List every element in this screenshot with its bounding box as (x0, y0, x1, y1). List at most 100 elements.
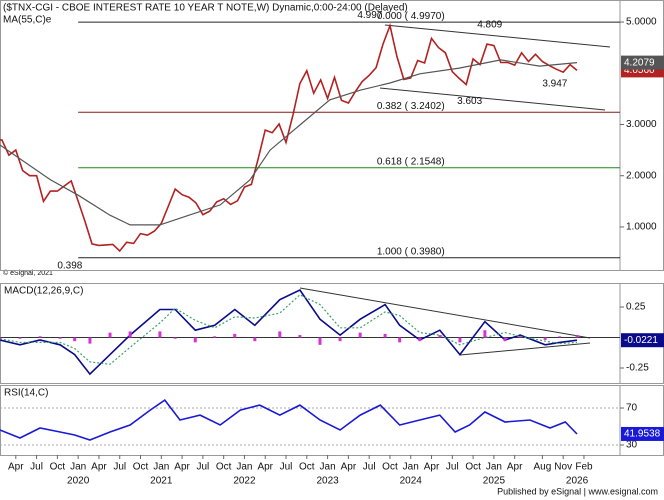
histogram-bar (483, 330, 487, 338)
x-tick-label: Oct (133, 462, 149, 473)
x-tick-label: Aug (533, 462, 551, 473)
x-tick-label: Apr (91, 462, 107, 473)
y-tick-label: 70 (626, 403, 638, 414)
x-tick-label: Apr (174, 462, 190, 473)
year-label: 2022 (233, 476, 256, 487)
x-tick-label: Oct (465, 462, 481, 473)
last-value-label: 41.9538 (624, 429, 661, 440)
year-label: 2026 (566, 476, 589, 487)
histogram-bar (233, 333, 237, 338)
histogram-bar (173, 337, 177, 339)
histogram-bar (158, 331, 162, 338)
histogram-bar (418, 337, 422, 342)
histogram-bar (518, 336, 522, 338)
fib-label: 0.000 ( 4.9970) (377, 11, 445, 22)
trend-line (299, 287, 591, 339)
year-label: 2024 (400, 476, 423, 487)
last-value-box (621, 55, 664, 70)
chart-title: ($TNX-CGI - CBOE INTEREST RATE 10 YEAR T… (3, 3, 408, 14)
y-tick-label: 1.0000 (626, 222, 657, 233)
annotation: 3.603 (457, 96, 482, 107)
x-tick-label: Jan (236, 462, 252, 473)
y-tick-label: -0.25 (626, 363, 649, 374)
fib-label: 0.382 ( 3.2402) (377, 101, 445, 112)
histogram-bar (458, 337, 462, 343)
annotation: 4.997 (357, 10, 382, 21)
x-tick-label: Oct (382, 462, 398, 473)
series-line (0, 294, 578, 365)
year-label: 2020 (67, 476, 90, 487)
year-label: 2023 (316, 476, 339, 487)
last-value-label: 4.2079 (624, 57, 655, 68)
histogram-bar (193, 337, 197, 343)
y-tick-label: 30 (626, 440, 638, 451)
x-tick-label: Oct (299, 462, 315, 473)
x-tick-label: Feb (575, 462, 593, 473)
histogram-bar (358, 332, 362, 338)
histogram-bar (543, 337, 547, 340)
trend-line (379, 87, 606, 111)
x-tick-label: Jul (363, 462, 376, 473)
histogram-bar (253, 337, 257, 342)
histogram-bar (18, 337, 22, 339)
last-value-label: -0.0221 (624, 335, 658, 346)
last-value-box (621, 333, 664, 348)
x-tick-label: Oct (216, 462, 232, 473)
rsi-title: RSI(14,C) (4, 388, 48, 399)
last-value-label: 4.0560 (624, 65, 655, 76)
x-tick-label: Jan (153, 462, 169, 473)
x-tick-label: Jan (70, 462, 86, 473)
fib-label: 1.000 ( 0.3980) (377, 246, 445, 257)
histogram-bar (108, 332, 112, 338)
year-label: 2021 (150, 476, 173, 487)
x-tick-label: Apr (424, 462, 440, 473)
x-tick-label: Jul (30, 462, 43, 473)
histogram-bar (398, 337, 402, 343)
histogram-bar (88, 337, 92, 344)
annotation: 4.809 (477, 19, 502, 30)
series-line (0, 59, 578, 226)
y-tick-label: 5.0000 (626, 17, 657, 28)
histogram-bar (128, 331, 132, 338)
footer: Published by eSignal | www.esignal.com (497, 486, 658, 496)
last-value-box (621, 426, 664, 441)
y-tick-label: 2.0000 (626, 170, 657, 181)
histogram-bar (38, 336, 42, 338)
y-tick-label: 0.25 (626, 302, 646, 313)
histogram-bar (73, 337, 77, 342)
histogram-bar (438, 335, 442, 338)
year-label: 2025 (483, 476, 506, 487)
copyright: © eSignal, 2021 (3, 269, 53, 277)
x-tick-label: Nov (554, 462, 572, 473)
y-tick-label: 3.0000 (626, 119, 657, 130)
histogram-bar (383, 333, 387, 338)
histogram-bar (503, 337, 507, 342)
histogram-bar (213, 336, 217, 338)
histogram-bar (575, 335, 579, 338)
macd-title: MACD(12,26,9,C) (4, 286, 83, 297)
x-tick-label: Oct (50, 462, 66, 473)
histogram-bar (318, 337, 322, 345)
annotation: 3.947 (542, 79, 567, 90)
x-tick-label: Jul (280, 462, 293, 473)
x-tick-label: Jan (320, 462, 336, 473)
histogram-bar (298, 335, 302, 338)
trend-line (459, 342, 591, 356)
x-tick-label: Apr (507, 462, 523, 473)
x-tick-label: Apr (8, 462, 24, 473)
x-tick-label: Jul (196, 462, 209, 473)
x-tick-label: Apr (257, 462, 273, 473)
series-line (0, 399, 578, 441)
ma-legend: MA(55,C)e (3, 15, 52, 26)
fib-label: 0.618 ( 2.1548) (377, 156, 445, 167)
series-line (0, 288, 578, 376)
histogram-bar (338, 337, 342, 342)
histogram-bar (58, 337, 62, 339)
annotation: 0.398 (57, 260, 82, 271)
x-tick-label: Apr (341, 462, 357, 473)
histogram-bar (278, 331, 282, 338)
x-tick-label: Jul (113, 462, 126, 473)
trend-line (384, 24, 611, 48)
